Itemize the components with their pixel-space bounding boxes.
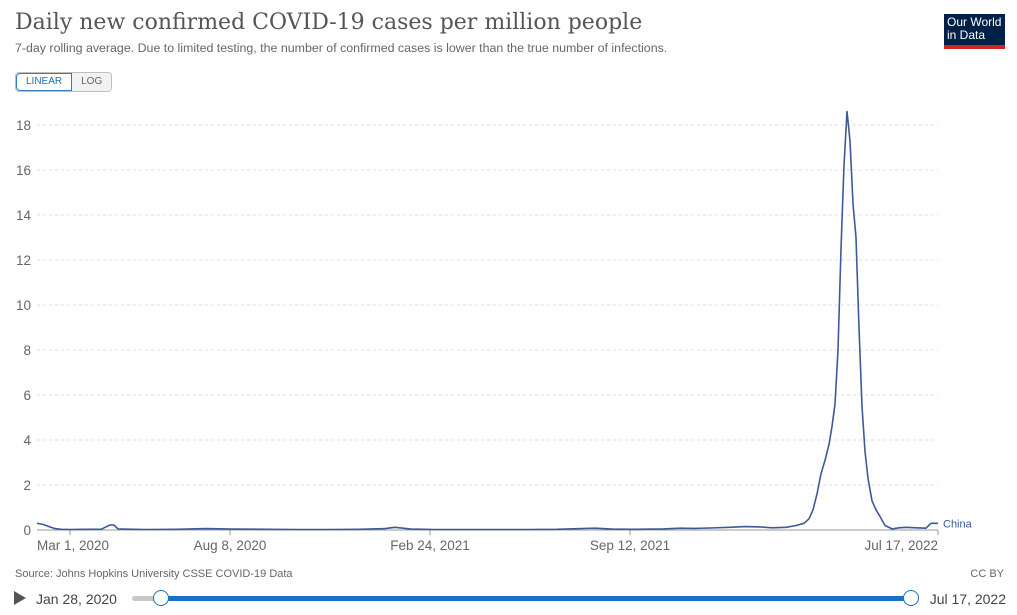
y-tick-label: 6 — [23, 388, 31, 403]
scale-toggle: LINEAR LOG — [15, 72, 113, 92]
chart-title: Daily new confirmed COVID-19 cases per m… — [15, 10, 643, 35]
series-lines: China — [36, 110, 973, 531]
y-tick-label: 12 — [16, 253, 31, 268]
gridlines — [37, 124, 938, 486]
y-tick-label: 4 — [23, 433, 31, 448]
logo-line-2: in Data — [947, 28, 986, 42]
timeline-end-label: Jul 17, 2022 — [929, 591, 1006, 607]
timeline: Jan 28, 2020 Jul 17, 2022 — [14, 588, 1006, 610]
y-tick-label: 0 — [23, 523, 31, 538]
y-tick-label: 8 — [23, 343, 31, 358]
play-icon[interactable] — [14, 591, 26, 605]
license-label[interactable]: CC BY — [970, 568, 1004, 580]
source-note[interactable]: Source: Johns Hopkins University CSSE CO… — [15, 568, 293, 580]
timeline-start-label: Jan 28, 2020 — [36, 591, 117, 607]
y-axis-tick-labels: 0 2 4 6 8 10 12 14 16 18 — [16, 118, 32, 538]
x-tick-label: Sep 12, 2021 — [590, 538, 670, 553]
y-tick-label: 18 — [16, 118, 31, 133]
logo-line-1: Our World — [947, 15, 1002, 29]
series-line-china[interactable] — [36, 110, 938, 531]
x-tick-label: Feb 24, 2021 — [390, 538, 470, 553]
timeline-selected-range — [161, 596, 911, 601]
y-tick-label: 16 — [16, 163, 31, 178]
owid-logo[interactable]: Our World in Data — [944, 14, 1005, 49]
linear-scale-button[interactable]: LINEAR — [16, 73, 73, 91]
x-tick-label: Jul 17, 2022 — [864, 538, 938, 553]
y-tick-label: 2 — [23, 478, 31, 493]
timeline-end-handle[interactable] — [903, 590, 919, 606]
x-tick-label: Aug 8, 2020 — [194, 538, 267, 553]
timeline-start-handle[interactable] — [153, 590, 169, 606]
log-scale-button[interactable]: LOG — [72, 73, 112, 91]
x-axis: Mar 1, 2020 Aug 8, 2020 Feb 24, 2021 Sep 12… — [37, 529, 939, 553]
y-tick-label: 10 — [16, 298, 31, 313]
series-label[interactable]: China — [943, 518, 973, 530]
line-chart: 0 2 4 6 8 10 12 14 16 18 Mar 1, 2020 Aug 8, 2020 Fe… — [16, 110, 973, 553]
x-tick-label: Mar 1, 2020 — [37, 538, 109, 553]
chart-subtitle: 7-day rolling average. Due to limited te… — [15, 41, 668, 55]
y-tick-label: 14 — [16, 208, 32, 223]
